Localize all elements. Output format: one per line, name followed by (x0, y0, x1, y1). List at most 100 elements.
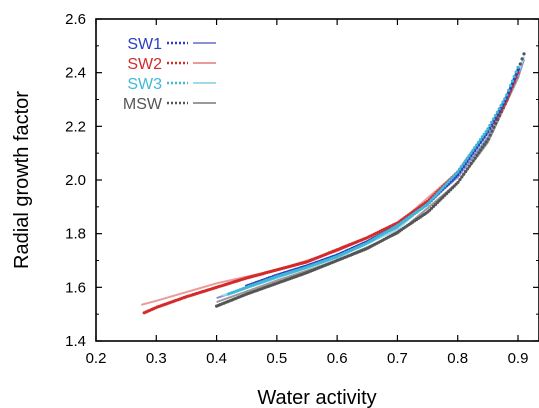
data-point (516, 65, 520, 69)
data-point (486, 137, 490, 141)
data-point (465, 167, 469, 171)
data-point (505, 93, 509, 97)
legend-label-sw1: SW1 (127, 36, 162, 53)
data-point (520, 57, 524, 61)
data-point (482, 143, 486, 147)
fit-lines (140, 56, 525, 306)
x-tick-label: 0.2 (86, 350, 107, 367)
data-point (484, 140, 488, 144)
data-point (450, 176, 454, 180)
y-tick-label: 2.4 (65, 65, 86, 82)
data-point (490, 129, 494, 133)
data-point (482, 132, 486, 136)
x-axis-title: Water activity (257, 387, 376, 408)
data-point (435, 192, 439, 196)
data-point (475, 153, 479, 157)
x-tick-label: 0.7 (387, 350, 408, 367)
data-point (480, 135, 484, 139)
data-point (503, 97, 507, 101)
data-point (473, 156, 477, 160)
data-point (484, 130, 488, 134)
data-point (467, 164, 471, 168)
data-point (497, 107, 501, 111)
data-point (512, 74, 516, 79)
plot-frame (95, 18, 539, 342)
legend-label-msw: MSW (123, 96, 163, 113)
data-point (522, 52, 526, 56)
data-point (492, 125, 496, 129)
data-point (458, 167, 462, 171)
data-point (460, 164, 464, 168)
data-point (460, 175, 464, 179)
data-point (463, 159, 467, 163)
fit-line-sw2 (140, 72, 519, 306)
series-sw2 (142, 71, 520, 315)
data-point (443, 184, 447, 188)
data-point (490, 120, 494, 124)
data-point (518, 62, 522, 66)
y-tick-label: 1.8 (65, 226, 86, 243)
fit-line-msw (216, 58, 525, 304)
data-point (465, 156, 469, 160)
data-point (493, 113, 498, 118)
data-point (510, 79, 514, 83)
data-point (433, 194, 437, 198)
series-msw (215, 52, 526, 308)
data-point (473, 146, 477, 150)
legend-label-sw2: SW2 (127, 56, 162, 73)
y-tick-label: 1.6 (65, 279, 86, 296)
series-sw3 (227, 65, 520, 296)
data-point (501, 100, 505, 104)
data-point (499, 103, 503, 108)
data-point (441, 186, 445, 190)
data-point (445, 182, 449, 186)
data-point (469, 161, 473, 166)
data-point (488, 133, 492, 137)
data-point (477, 151, 481, 155)
data-point (479, 148, 483, 152)
data-point (426, 202, 430, 206)
data-point (462, 172, 466, 176)
data-point (456, 180, 460, 184)
data-point (456, 170, 460, 174)
y-tick-label: 2.2 (65, 118, 86, 135)
data-point (467, 154, 471, 158)
data-point (446, 180, 451, 184)
data-point (458, 178, 462, 182)
y-tick-label: 2.0 (65, 172, 86, 189)
data-point (464, 169, 468, 174)
data-point (461, 162, 466, 166)
x-tick-label: 0.6 (327, 350, 348, 367)
legend: SW1 SW2 SW3 MSW (123, 36, 216, 113)
data-point (476, 140, 481, 144)
data-point (488, 123, 492, 128)
x-tick-label: 0.5 (266, 350, 287, 367)
fit-line-sw3 (222, 56, 525, 297)
data-point (478, 138, 482, 142)
data-point (471, 159, 475, 163)
data-point (475, 143, 479, 147)
data-point (507, 88, 511, 92)
data-point (495, 110, 499, 114)
data-point (471, 148, 475, 152)
data-point (469, 151, 473, 155)
series-sw1 (245, 68, 520, 288)
data-point (480, 145, 485, 149)
x-tick-label: 0.4 (206, 350, 227, 367)
legend-label-sw3: SW3 (127, 76, 162, 93)
data-point (514, 70, 518, 74)
data-point (508, 84, 513, 88)
data-point (452, 174, 456, 178)
data-point (454, 172, 458, 176)
data-point (428, 200, 432, 204)
y-tick-label: 1.4 (65, 333, 86, 350)
fit-line-sw1 (216, 58, 525, 300)
x-tick-label: 0.8 (447, 350, 468, 367)
x-tick-label: 0.3 (146, 350, 167, 367)
y-tick-label: 2.6 (65, 11, 86, 28)
measured-points (142, 52, 526, 315)
data-point (486, 127, 490, 131)
data-point (431, 196, 435, 200)
data-point (437, 190, 441, 194)
